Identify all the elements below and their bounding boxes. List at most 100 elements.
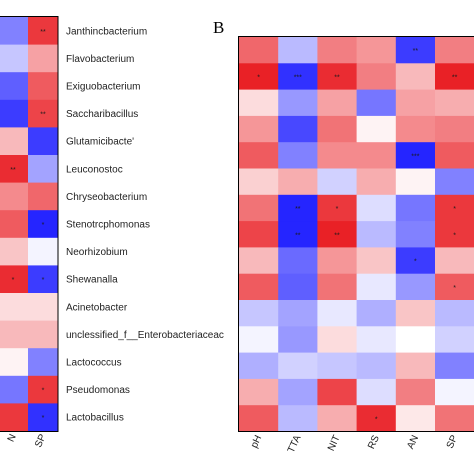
panel-b-cell	[395, 378, 436, 406]
panel-b-cell	[239, 89, 279, 117]
panel-a-cell	[28, 127, 58, 156]
panel-b-cell	[239, 273, 279, 301]
panel-b-cell	[435, 405, 474, 432]
panel-b-cell	[356, 142, 397, 169]
panel-a-cell	[28, 375, 58, 404]
panel-b-cell	[278, 63, 318, 91]
significance-marker: *	[375, 416, 378, 423]
panel-b-cell	[278, 37, 318, 64]
panel-b-cell	[239, 352, 279, 380]
genus-label-column: Janthincbacterium Flavobacterium Exiguobac…	[66, 26, 224, 423]
panel-a-cell	[28, 348, 58, 377]
panel-b-cell	[435, 115, 474, 143]
panel-b-cell	[317, 89, 358, 117]
panel-b-cell	[278, 194, 318, 222]
genus-label: Glutamicibacte'	[66, 137, 134, 148]
panel-a-cell	[28, 72, 58, 101]
panel-b-cell	[317, 326, 358, 354]
panel-a-cell	[0, 210, 28, 239]
significance-marker: *	[336, 206, 339, 213]
panel-b-cell	[395, 221, 436, 248]
panel-b-cell	[356, 300, 397, 327]
panel-b-cell	[317, 300, 358, 327]
panel-b-cell	[395, 405, 436, 432]
panel-b-cell	[239, 378, 279, 406]
panel-a-frame	[0, 16, 59, 432]
panel-b-cell	[239, 221, 279, 248]
panel-b-cell	[395, 194, 436, 222]
panel-b-cell	[356, 405, 397, 432]
panel-b-cell	[317, 221, 358, 248]
panel-b-cell	[435, 378, 474, 406]
panel-b-cell	[278, 378, 318, 406]
significance-marker: *	[12, 277, 15, 284]
significance-marker: *	[42, 277, 45, 284]
panel-b-cell	[239, 37, 279, 64]
panel-a-cell	[0, 237, 28, 266]
panel-a-cell	[0, 127, 28, 156]
significance-marker: **	[334, 232, 340, 239]
genus-label: Acinetobacter	[66, 302, 128, 313]
panel-b-cell	[356, 221, 397, 248]
panel-b-cell	[435, 63, 474, 91]
panel-b-cell	[435, 168, 474, 196]
panel-a-cell	[28, 44, 58, 73]
panel-a-cell	[0, 403, 28, 432]
panel-b-cell	[317, 378, 358, 406]
significance-marker: **	[334, 75, 340, 82]
panel-b-cell	[278, 300, 318, 327]
panel-b-cell	[317, 142, 358, 169]
panel-a-cell	[28, 293, 58, 322]
x-tick-label: NIT	[326, 434, 343, 453]
genus-label: Chryseobacterium	[66, 192, 147, 203]
panel-b-frame	[238, 36, 474, 432]
panel-b-cell	[278, 89, 318, 117]
panel-b-cell	[435, 89, 474, 117]
panel-b-cell	[239, 326, 279, 354]
panel-b-cell	[239, 168, 279, 196]
panel-b-cell	[435, 37, 474, 64]
panel-b-cell	[356, 247, 397, 275]
genus-label: Lactobacillus	[66, 413, 124, 424]
significance-marker: *	[257, 75, 260, 82]
significance-marker: *	[453, 206, 456, 213]
panel-b-cell	[278, 405, 318, 432]
panel-b-cell	[356, 326, 397, 354]
panel-b-cell	[317, 273, 358, 301]
panel-b-cell	[395, 300, 436, 327]
panel-a-cell	[28, 210, 58, 239]
panel-b-cell	[356, 273, 397, 301]
panel-b-cell	[317, 37, 358, 64]
panel-b-cell	[278, 326, 318, 354]
significance-marker: **	[40, 112, 46, 119]
genus-label: Stenotrcphomonas	[66, 220, 150, 231]
panel-b-cell	[278, 168, 318, 196]
panel-b-cell	[435, 142, 474, 169]
panel-a-cell	[0, 99, 28, 128]
panel-a-cell	[28, 99, 58, 128]
significance-marker: *	[414, 259, 417, 266]
panel-b-cell	[239, 300, 279, 327]
panel-b-cell	[395, 115, 436, 143]
panel-b-cell	[356, 378, 397, 406]
panel-letter: B	[213, 18, 224, 37]
panel-b-cell	[395, 142, 436, 169]
x-tick-label: TTA	[286, 433, 304, 454]
panel-b-cell	[395, 352, 436, 380]
significance-marker: **	[10, 167, 16, 174]
panel-b-cell	[317, 352, 358, 380]
x-tick-label: RS	[366, 433, 382, 451]
panel-a-cell	[28, 155, 58, 184]
panel-a-cell	[0, 17, 28, 46]
panel-a-cell	[0, 375, 28, 404]
panel-b-cell	[435, 326, 474, 354]
significance-marker: *	[453, 232, 456, 239]
panel-a-cell	[28, 182, 58, 211]
panel-a-cell	[0, 348, 28, 377]
panel-b-cell	[356, 194, 397, 222]
genus-label: Exiguobacterium	[66, 82, 140, 93]
panel-a-cell	[0, 72, 28, 101]
panel-b-cell	[278, 142, 318, 169]
genus-label: unclessified_f__Enterobacteriaceac	[66, 330, 224, 341]
panel-b-cell	[278, 115, 318, 143]
